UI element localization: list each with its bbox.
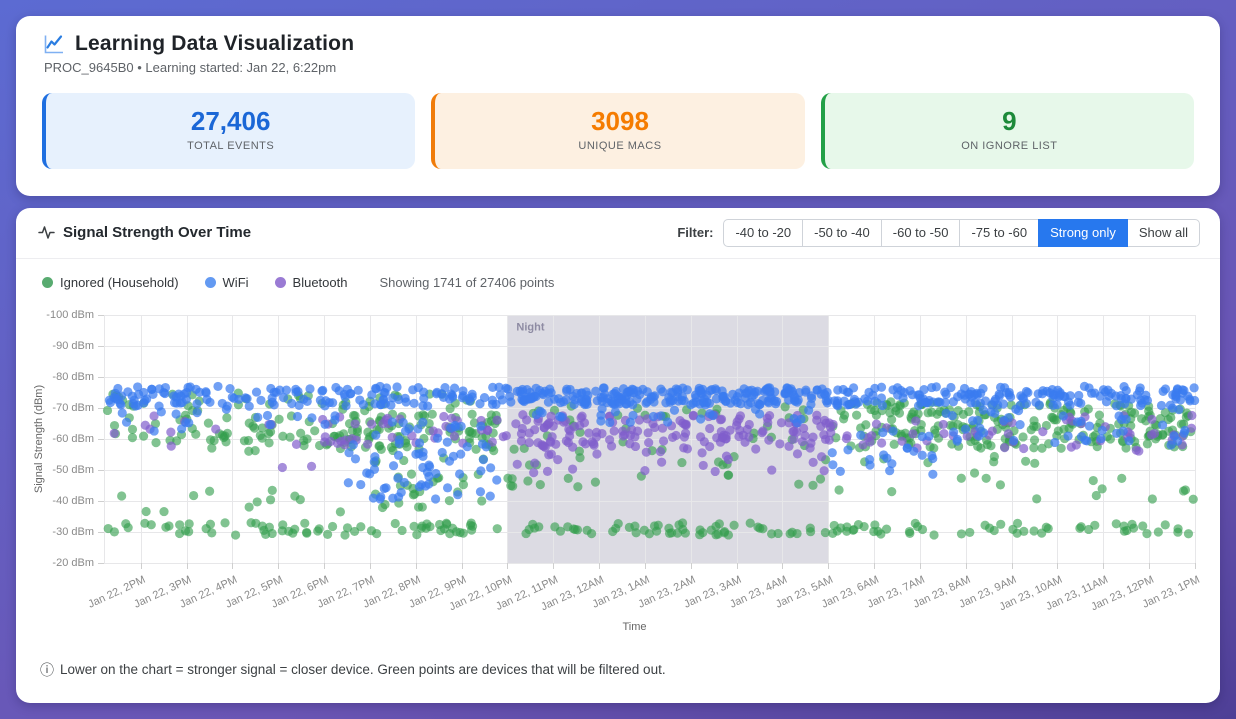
scatter-chart-canvas[interactable] [16, 299, 1220, 652]
legend-dot-ignored [42, 276, 53, 288]
filter-btn-60-to-50[interactable]: -60 to -50 [880, 219, 961, 247]
total-events-label: TOTAL EVENTS [187, 139, 275, 152]
filter-btn-show-all[interactable]: Show all [1126, 219, 1200, 247]
header-card: Learning Data Visualization PROC_9645B0 … [16, 16, 1220, 196]
ignore-list-value: 9 [1002, 106, 1017, 136]
filter-btn-50-to-40[interactable]: -50 to -40 [802, 219, 882, 247]
stats-row: 27,406 TOTAL EVENTS 3098 UNIQUE MACS 9 O… [42, 93, 1194, 169]
stat-card-unique-macs: 3098 UNIQUE MACS [431, 93, 805, 169]
page-title: Learning Data Visualization [75, 32, 355, 55]
signal-chart-card: Signal Strength Over Time Filter: -40 to… [16, 208, 1220, 703]
activity-icon [38, 224, 55, 241]
total-events-value: 27,406 [190, 106, 271, 136]
scatter-chart [16, 299, 1220, 652]
unique-macs-label: UNIQUE MACS [578, 139, 662, 152]
process-subtitle: PROC_9645B0 • Learning started: Jan 22, … [44, 60, 337, 75]
note-row: ⓘ Lower on the chart = stronger signal =… [16, 652, 1220, 680]
panel-title: Signal Strength Over Time [63, 224, 252, 242]
legend-label-ignored: Ignored (Household) [60, 274, 179, 290]
legend-item-bluetooth: Bluetooth [274, 274, 348, 290]
filter-btn-40-to-20[interactable]: -40 to -20 [723, 219, 804, 247]
filter-group: -40 to -20 -50 to -40 -60 to -50 -75 to … [723, 219, 1200, 247]
legend-label-bluetooth: Bluetooth [292, 274, 348, 290]
filter-btn-strong-only[interactable]: Strong only [1038, 219, 1128, 247]
filter-btn-75-to-60[interactable]: -75 to -60 [959, 219, 1040, 247]
showing-points-text: Showing 1741 of 27406 points [379, 274, 555, 290]
note-text: Lower on the chart = stronger signal = c… [60, 662, 666, 678]
legend-dot-wifi [204, 276, 216, 288]
info-icon: ⓘ [40, 661, 54, 678]
legend-item-wifi: WiFi [204, 274, 249, 290]
ignore-list-label: ON IGNORE LIST [961, 139, 1058, 152]
legend-dot-bluetooth [274, 276, 286, 288]
legend-label-wifi: WiFi [222, 274, 249, 290]
legend-item-ignored: Ignored (Household) [42, 275, 179, 290]
stat-card-ignore-list: 9 ON IGNORE LIST [820, 93, 1194, 169]
filter-label: Filter: [677, 225, 714, 241]
stat-card-total-events: 27,406 TOTAL EVENTS [42, 93, 416, 169]
panel-header: Signal Strength Over Time Filter: -40 to… [16, 208, 1220, 259]
line-chart-icon [42, 32, 66, 56]
legend-row: Ignored (Household) WiFi Bluetooth Showi… [16, 259, 1220, 294]
unique-macs-value: 3098 [591, 106, 649, 136]
